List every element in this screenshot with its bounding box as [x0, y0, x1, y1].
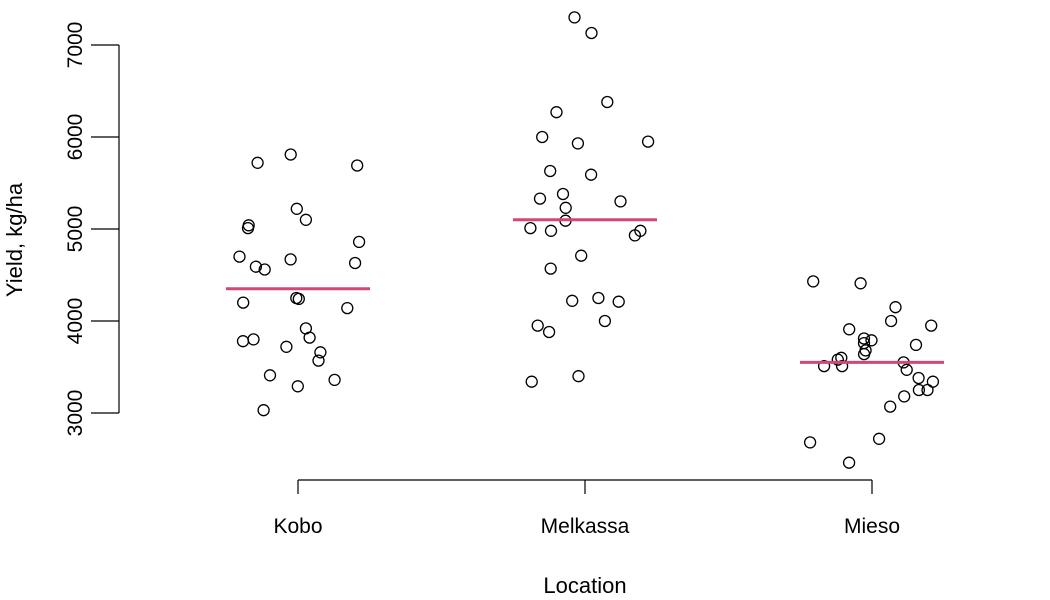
y-tick-label: 3000 [64, 390, 87, 437]
data-point [531, 319, 544, 332]
data-point [351, 159, 364, 172]
data-point [912, 383, 926, 397]
data-point [284, 253, 297, 266]
data-point [843, 323, 856, 336]
data-point [568, 11, 581, 24]
data-point [242, 219, 255, 232]
data-point [550, 106, 563, 119]
data-point [544, 262, 557, 275]
data-point [835, 359, 849, 373]
data-point [247, 333, 260, 346]
data-point [884, 400, 897, 413]
data-point [290, 202, 303, 215]
data-point [842, 456, 856, 469]
data-point [556, 187, 570, 201]
data-point [533, 192, 547, 205]
data-point [263, 369, 277, 382]
data-point [598, 314, 612, 328]
data-point [257, 404, 270, 417]
y-tick-label: 5000 [64, 206, 87, 253]
data-points [233, 11, 940, 469]
data-point [884, 314, 898, 328]
data-point [299, 322, 313, 335]
data-point [290, 291, 303, 305]
data-point [559, 201, 572, 214]
data-point [233, 250, 246, 263]
data-point [280, 340, 293, 353]
data-point [831, 353, 844, 366]
data-point [284, 148, 297, 161]
data-point [544, 164, 557, 178]
data-point [909, 338, 923, 352]
data-point [249, 260, 263, 273]
data-point [592, 291, 605, 305]
y-axis-title: Yield, kg/ha [2, 182, 27, 297]
data-point [299, 213, 313, 226]
data-point [612, 295, 625, 308]
x-axis-title: Location [543, 573, 626, 598]
data-point [854, 277, 867, 290]
y-tick-label: 4000 [64, 298, 87, 345]
y-axis: 3000 4000 5000 6000 7000 [64, 22, 120, 437]
data-point [352, 235, 366, 249]
data-point [544, 224, 558, 237]
data-point [857, 332, 871, 345]
data-point [312, 354, 325, 367]
data-point [571, 137, 585, 150]
x-tick-label: Mieso [844, 515, 900, 538]
data-point [641, 135, 655, 148]
data-point [807, 275, 820, 288]
data-point [584, 168, 598, 181]
data-point [921, 383, 934, 397]
data-point [925, 319, 938, 332]
y-tick-label: 6000 [64, 114, 87, 161]
data-point [536, 130, 549, 144]
data-point [524, 221, 537, 235]
data-point [817, 359, 831, 373]
data-point [328, 373, 341, 387]
data-point [236, 335, 250, 348]
data-point [542, 325, 556, 339]
data-point [628, 229, 642, 242]
x-tick-label: Melkassa [541, 515, 630, 538]
data-point [258, 263, 271, 276]
data-point [572, 370, 585, 383]
y-tick-label: 7000 [64, 22, 87, 69]
data-point [314, 346, 327, 359]
data-point [865, 334, 878, 347]
mean-lines [226, 218, 944, 364]
x-axis: Kobo Melkassa Mieso [273, 479, 900, 538]
data-point [291, 380, 304, 393]
data-point [898, 390, 911, 403]
data-point [803, 436, 817, 449]
data-point [900, 363, 913, 376]
data-point [341, 301, 354, 315]
data-point [585, 26, 598, 40]
data-point [912, 371, 925, 385]
data-point [575, 249, 588, 262]
data-point [857, 347, 871, 361]
data-point [889, 301, 902, 314]
data-point [601, 95, 614, 109]
data-point [251, 156, 264, 169]
data-point [525, 375, 538, 388]
data-point [614, 195, 627, 208]
x-tick-label: Kobo [273, 515, 322, 538]
data-point [872, 432, 886, 445]
data-point [926, 375, 940, 388]
data-point [348, 256, 362, 270]
data-point [237, 296, 250, 309]
data-point [566, 294, 579, 307]
